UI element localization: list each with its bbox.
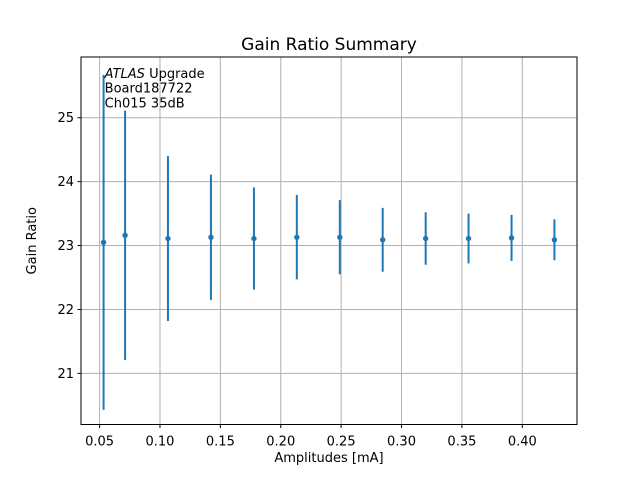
chart-title: Gain Ratio Summary (241, 35, 417, 55)
y-tick-label: 23 (57, 239, 74, 254)
data-point-marker (100, 239, 107, 246)
annotation-line-2: Board187722 (105, 82, 193, 97)
data-point-marker (251, 235, 257, 242)
data-point-marker (208, 234, 214, 240)
data-point-marker (551, 237, 558, 243)
x-tick-label: 0.10 (146, 435, 175, 450)
x-tick-label: 0.15 (206, 435, 235, 450)
x-tick-label: 0.05 (85, 435, 114, 450)
x-tick-label: 0.35 (447, 435, 476, 450)
data-point-marker (122, 232, 128, 239)
x-tick-label: 0.40 (508, 435, 537, 450)
y-tick-label: 21 (57, 367, 74, 382)
data-point-marker (422, 235, 429, 242)
annotation-line-1: ATLAS Upgrade (104, 67, 205, 82)
y-tick-label: 24 (57, 175, 74, 190)
x-axis-label: Amplitudes [mA] (274, 451, 383, 466)
data-point-marker (379, 237, 386, 243)
data-point-marker (294, 234, 300, 240)
data-point-marker (337, 234, 343, 240)
data-point-marker (508, 235, 515, 241)
data-point-marker (465, 235, 472, 242)
x-tick-label: 0.30 (387, 435, 416, 450)
x-tick-label: 0.20 (266, 435, 295, 450)
y-axis-label: Gain Ratio (25, 207, 40, 274)
plot-border (80, 56, 578, 425)
x-tick-label: 0.25 (327, 435, 356, 450)
annotation-line-3: Ch015 35dB (105, 96, 185, 111)
y-tick-label: 25 (57, 111, 74, 126)
data-point-marker (165, 235, 171, 242)
y-tick-label: 22 (57, 303, 74, 318)
